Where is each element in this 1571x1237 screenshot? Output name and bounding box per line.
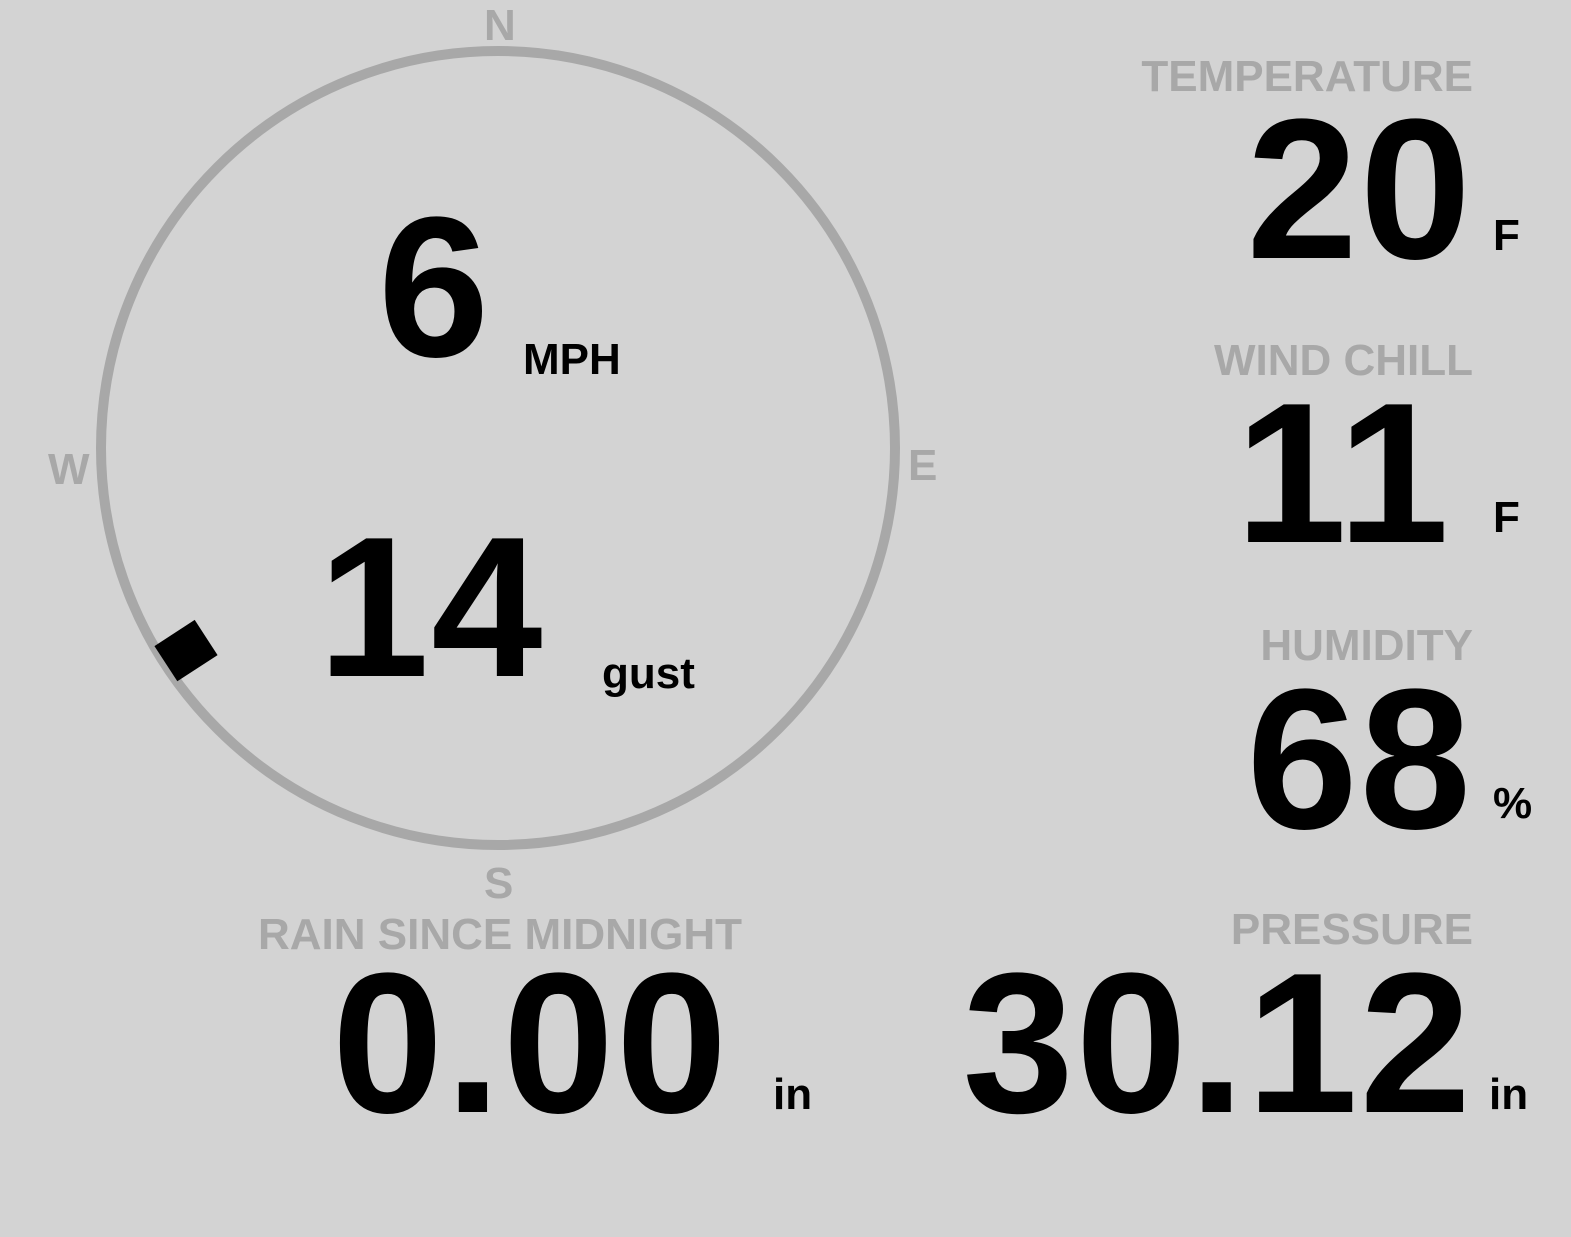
compass-east: E — [908, 441, 938, 490]
temperature-label: TEMPERATURE — [1141, 52, 1473, 101]
pressure-label: PRESSURE — [1230, 905, 1473, 954]
pressure-unit: in — [1489, 1070, 1529, 1119]
temperature-value: 20 — [1246, 78, 1473, 301]
rain-label: RAIN SINCE MIDNIGHT — [258, 910, 742, 959]
wind-direction-marker — [154, 619, 218, 682]
wind-chill-unit: F — [1493, 493, 1520, 542]
compass-south: S — [484, 859, 514, 908]
pressure-value: 30.12 — [962, 932, 1473, 1155]
rain-value: 0.00 — [332, 932, 730, 1155]
compass-west: W — [48, 445, 90, 494]
rain-unit: in — [773, 1070, 813, 1119]
wind-chill-label: WIND CHILL — [1213, 336, 1473, 385]
humidity-value: 68 — [1246, 648, 1473, 871]
compass-north: N — [484, 1, 516, 50]
wind-gust-unit: gust — [602, 649, 695, 698]
humidity-label: HUMIDITY — [1260, 621, 1473, 670]
wind-speed-value: 6 — [378, 176, 492, 399]
wind-chill-value: 11 — [1235, 362, 1451, 585]
humidity-unit: % — [1493, 779, 1533, 828]
compass-ring — [96, 46, 900, 850]
wind-gust-value: 14 — [318, 496, 545, 719]
temperature-unit: F — [1493, 211, 1520, 260]
wind-speed-unit: MPH — [523, 335, 621, 384]
